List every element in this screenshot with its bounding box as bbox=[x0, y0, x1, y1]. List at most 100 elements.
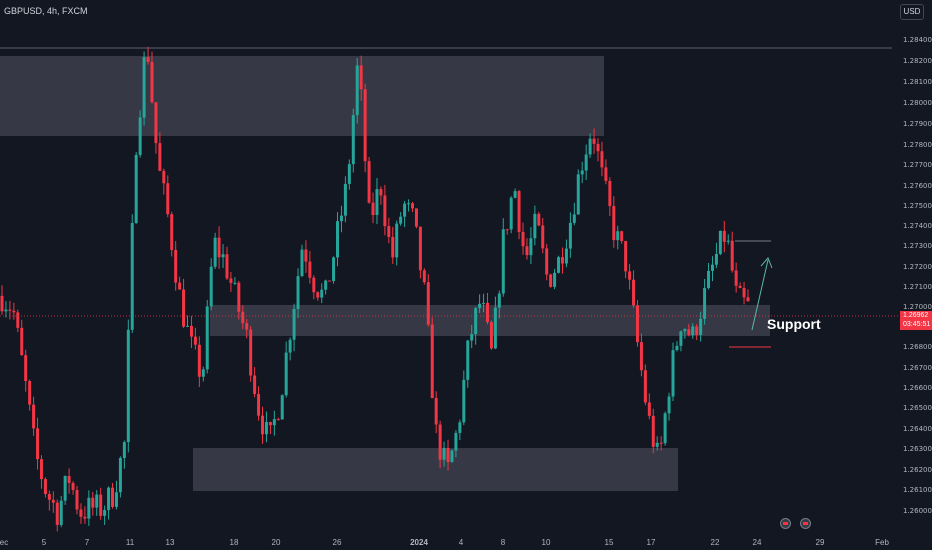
candle-body bbox=[142, 57, 146, 118]
candle-body bbox=[288, 339, 292, 353]
x-tick-label: 22 bbox=[710, 538, 720, 547]
candle-body bbox=[529, 238, 533, 256]
flag-icon[interactable] bbox=[800, 518, 811, 529]
x-tick-label: Feb bbox=[875, 538, 889, 547]
y-tick-label: 1.27200 bbox=[903, 263, 932, 271]
candle-body bbox=[639, 342, 643, 371]
candle-body bbox=[67, 476, 71, 484]
lines-layer bbox=[0, 47, 900, 317]
x-tick-label: 10 bbox=[541, 538, 551, 547]
y-tick-label: 1.26800 bbox=[903, 343, 932, 351]
candle-body bbox=[158, 143, 162, 171]
candle-body bbox=[347, 164, 351, 184]
symbol-title[interactable]: GBPUSD, 4h, FXCM bbox=[4, 6, 88, 16]
y-tick-label: 1.28000 bbox=[903, 99, 932, 107]
candle-body bbox=[4, 309, 8, 312]
candle-body bbox=[612, 206, 616, 241]
candle-body bbox=[434, 398, 438, 425]
candle-body bbox=[343, 183, 347, 216]
bar-countdown: 03:45:51 bbox=[903, 321, 931, 328]
y-tick-label: 1.27100 bbox=[903, 283, 932, 291]
candle-body bbox=[324, 280, 328, 290]
candle-body bbox=[75, 490, 79, 510]
candle-body bbox=[710, 264, 714, 271]
x-tick-label: 11 bbox=[125, 538, 135, 547]
candle-body bbox=[675, 345, 679, 351]
candle-body bbox=[284, 352, 288, 396]
candle-body bbox=[501, 229, 505, 294]
candle-body bbox=[304, 249, 308, 262]
candle-body bbox=[233, 282, 237, 284]
candles-layer bbox=[0, 46, 750, 532]
candle-body bbox=[596, 143, 600, 152]
candle-body bbox=[387, 226, 391, 237]
candle-body bbox=[174, 249, 178, 283]
x-tick-label: 7 bbox=[84, 538, 90, 547]
currency-button[interactable]: USD bbox=[900, 4, 924, 20]
arrow-head-icon bbox=[760, 257, 773, 269]
candle-body bbox=[655, 442, 659, 447]
candle-body bbox=[217, 237, 221, 258]
price-zone[interactable] bbox=[0, 56, 604, 136]
support-label[interactable]: Support bbox=[767, 316, 821, 332]
candle-body bbox=[107, 487, 111, 511]
candle-body bbox=[505, 229, 509, 231]
candle-body bbox=[699, 318, 703, 335]
x-tick-label: 2024 bbox=[410, 538, 428, 547]
candle-body bbox=[379, 189, 383, 196]
y-tick-label: 1.28400 bbox=[903, 36, 932, 44]
y-tick-label: 1.26200 bbox=[903, 466, 932, 474]
candle-body bbox=[521, 231, 525, 247]
candle-body bbox=[355, 65, 359, 116]
x-tick-label: ec bbox=[0, 538, 9, 547]
candle-body bbox=[154, 102, 158, 144]
x-tick-label: 17 bbox=[646, 538, 656, 547]
candle-body bbox=[663, 413, 667, 444]
candle-body bbox=[647, 402, 651, 416]
candle-body bbox=[383, 195, 387, 227]
y-tick-label: 1.28100 bbox=[903, 78, 932, 86]
candle-body bbox=[414, 208, 418, 227]
candle-body bbox=[253, 375, 257, 394]
candle-body bbox=[150, 61, 154, 103]
candle-body bbox=[466, 340, 470, 380]
candle-body bbox=[272, 419, 276, 426]
flag-icon[interactable] bbox=[780, 518, 791, 529]
candle-body bbox=[24, 355, 28, 382]
candle-body bbox=[478, 303, 482, 309]
candle-body bbox=[687, 329, 691, 336]
last-price-value: 1.26962 bbox=[903, 312, 929, 319]
candle-body bbox=[600, 151, 604, 168]
candle-body bbox=[16, 312, 20, 328]
candle-body bbox=[99, 494, 103, 516]
candle-body bbox=[407, 203, 411, 205]
candle-body bbox=[450, 450, 454, 463]
candle-body bbox=[51, 499, 55, 503]
candle-body bbox=[714, 253, 718, 265]
candle-body bbox=[111, 487, 115, 507]
candle-body bbox=[395, 223, 399, 258]
candle-body bbox=[71, 483, 75, 491]
candle-body bbox=[533, 213, 537, 239]
candle-body bbox=[454, 432, 458, 451]
x-tick-label: 4 bbox=[458, 538, 464, 547]
price-zone[interactable] bbox=[193, 448, 678, 491]
candle-body bbox=[12, 310, 16, 313]
x-tick-label: 8 bbox=[500, 538, 506, 547]
candle-body bbox=[458, 422, 462, 433]
candle-body bbox=[742, 287, 746, 298]
arrow-line[interactable] bbox=[751, 259, 769, 331]
x-tick-label: 18 bbox=[229, 538, 239, 547]
candle-body bbox=[209, 266, 213, 307]
x-tick-label: 29 bbox=[815, 538, 825, 547]
candle-body bbox=[517, 191, 521, 232]
y-tick-label: 1.27900 bbox=[903, 120, 932, 128]
candle-body bbox=[679, 331, 683, 346]
candle-body bbox=[166, 183, 170, 215]
candle-body bbox=[367, 161, 371, 203]
candle-body bbox=[363, 89, 367, 162]
candle-body bbox=[584, 154, 588, 171]
candle-body bbox=[580, 170, 584, 175]
candle-body bbox=[91, 497, 95, 508]
